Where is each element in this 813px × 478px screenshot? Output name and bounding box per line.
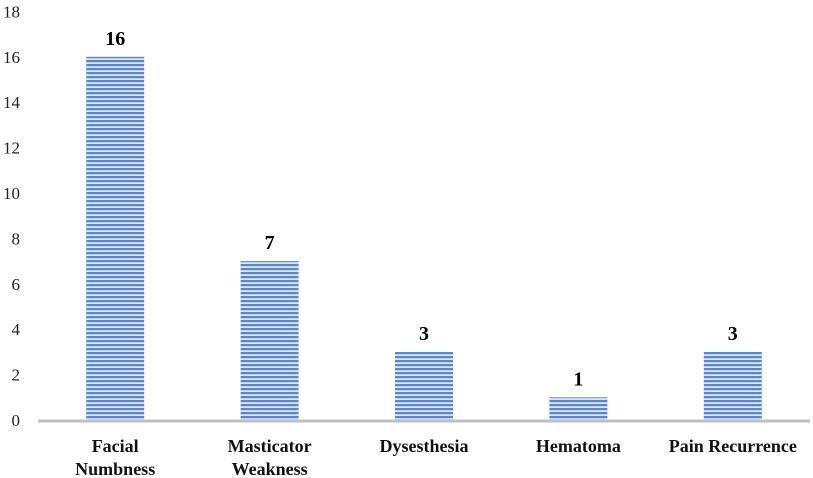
y-tick-label: 12 — [3, 139, 20, 158]
data-label: 7 — [265, 232, 275, 254]
bar — [703, 351, 762, 420]
y-tick-label: 4 — [12, 320, 21, 339]
data-label: 3 — [728, 323, 738, 345]
bar — [240, 261, 299, 420]
x-category-label: Pain Recurrence — [669, 436, 797, 456]
data-label: 1 — [573, 368, 583, 390]
x-category-label: Dysesthesia — [380, 436, 469, 456]
y-tick-label: 2 — [12, 366, 21, 385]
x-category-label: Numbness — [75, 459, 155, 478]
y-tick-label: 6 — [12, 275, 21, 294]
y-tick-label: 10 — [3, 184, 20, 203]
data-label: 16 — [105, 28, 125, 50]
x-category-label: Hematoma — [536, 436, 621, 456]
bars — [86, 56, 762, 421]
y-tick-label: 14 — [3, 93, 21, 112]
y-tick-label: 18 — [3, 2, 20, 21]
x-axis-category-labels: Facial Numbness Masticator Weakness Dysesthe… — [75, 436, 797, 478]
x-category-label: Facial — [92, 436, 139, 456]
bar — [549, 397, 608, 420]
data-label: 3 — [419, 323, 429, 345]
x-category-label: Masticator — [228, 436, 312, 456]
y-tick-label: 8 — [12, 229, 21, 248]
x-category-label: Weakness — [232, 459, 308, 478]
y-tick-label: 16 — [3, 48, 20, 67]
data-labels: 16 7 3 1 3 — [105, 28, 738, 390]
y-tick-label: 0 — [12, 411, 21, 430]
bar — [395, 351, 453, 420]
bar — [86, 56, 145, 421]
y-axis-tick-labels: 0 2 4 6 8 10 12 14 16 18 — [3, 2, 21, 430]
